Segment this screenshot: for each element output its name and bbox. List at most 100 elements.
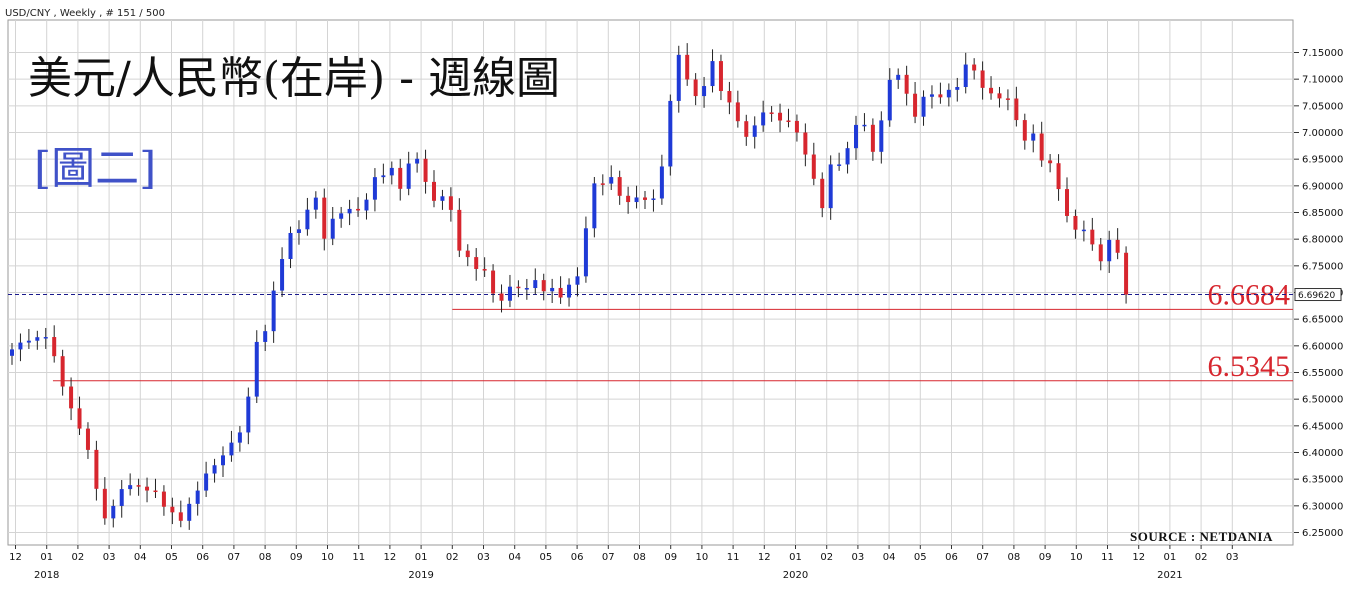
y-tick-label: 6.90000 xyxy=(1302,181,1343,192)
candle-up xyxy=(609,177,614,184)
candle-up xyxy=(229,442,234,456)
candle-down xyxy=(491,270,496,294)
candle-down xyxy=(1098,244,1103,262)
candle-down xyxy=(1124,252,1129,295)
candle-down xyxy=(1048,160,1053,164)
x-tick-label: 01 xyxy=(789,552,802,563)
x-tick-label: 07 xyxy=(602,552,615,563)
candle-up xyxy=(187,503,192,521)
candle-up xyxy=(862,124,867,127)
candle-down xyxy=(685,54,690,80)
x-tick-label: 12 xyxy=(384,552,397,563)
candle-down xyxy=(735,102,740,122)
y-tick-label: 7.15000 xyxy=(1302,48,1343,59)
candle-up xyxy=(583,228,588,277)
y-axis: 6.25000 6.30000 6.35000 6.40000 6.45000 6.500… xyxy=(1294,48,1343,539)
candle-down xyxy=(600,183,605,185)
candle-up xyxy=(288,232,293,260)
candle-down xyxy=(1090,229,1095,245)
candle-down xyxy=(398,167,403,189)
x-tick-label: 04 xyxy=(883,552,896,563)
candle-down xyxy=(972,64,977,71)
candle-down xyxy=(356,208,361,211)
candle-up xyxy=(372,177,377,200)
candle-down xyxy=(1065,189,1069,216)
x-tick-label: 08 xyxy=(259,552,272,563)
candle-down xyxy=(820,178,825,209)
candle-down xyxy=(52,337,57,357)
candle-up xyxy=(828,164,833,209)
x-tick-label: 04 xyxy=(134,552,147,563)
candle-up xyxy=(305,209,310,230)
candle-down xyxy=(904,74,909,94)
y-tick-label: 6.65000 xyxy=(1302,315,1343,326)
candle-up xyxy=(381,175,386,178)
candle-up xyxy=(263,331,268,342)
candle-up xyxy=(128,485,133,490)
candle-up xyxy=(634,197,639,203)
candle-up xyxy=(921,96,926,117)
x-tick-label: 08 xyxy=(633,552,646,563)
candle-up xyxy=(879,120,884,152)
y-tick-label: 6.25000 xyxy=(1302,528,1343,539)
candle-down xyxy=(1056,163,1061,190)
candle-down xyxy=(693,79,698,97)
x-tick-label: 11 xyxy=(1101,552,1114,563)
candle-down xyxy=(811,154,816,179)
candle-up xyxy=(35,337,40,341)
x-tick-label: 12 xyxy=(758,552,771,563)
candle-up xyxy=(651,198,656,200)
candle-up xyxy=(347,208,352,214)
candle-down xyxy=(803,132,808,155)
plot-frame xyxy=(7,19,1294,546)
y-tick-label: 6.60000 xyxy=(1302,341,1343,352)
candle-up xyxy=(195,490,200,504)
x-tick-label: 02 xyxy=(72,552,85,563)
symbol-info: USD/CNY , Weekly , # 151 / 500 xyxy=(5,8,165,19)
x-tick-label: 01 xyxy=(415,552,428,563)
candle-up xyxy=(296,229,301,233)
candle-down xyxy=(516,286,521,289)
x-tick-label: 12 xyxy=(9,552,22,563)
candle-up xyxy=(415,158,420,164)
candle-up xyxy=(43,337,48,339)
candle-down xyxy=(102,488,107,519)
x-tick-label: 10 xyxy=(1070,552,1083,563)
candle-down xyxy=(1073,215,1078,230)
candle-down xyxy=(161,491,166,507)
candle-down xyxy=(727,91,732,103)
x-tick-label: 09 xyxy=(664,552,677,563)
year-label: 2019 xyxy=(408,570,433,581)
candle-up xyxy=(406,163,411,189)
candle-up xyxy=(668,100,673,167)
candle-up xyxy=(330,218,335,239)
candle-up xyxy=(592,183,597,229)
candle-up xyxy=(955,87,960,90)
candle-down xyxy=(85,428,90,450)
year-label: 2021 xyxy=(1157,570,1182,581)
x-tick-label: 06 xyxy=(945,552,958,563)
x-tick-label: 02 xyxy=(446,552,459,563)
grid xyxy=(7,19,1294,546)
chart-subtitle: [圖二] xyxy=(34,143,156,194)
x-tick-label: 03 xyxy=(852,552,865,563)
candle-down xyxy=(178,512,183,521)
x-tick-label: 06 xyxy=(571,552,584,563)
candle-down xyxy=(482,268,487,271)
x-tick-label: 03 xyxy=(477,552,490,563)
x-tick-label: 07 xyxy=(976,552,989,563)
y-tick-label: 7.00000 xyxy=(1302,128,1343,139)
candle-up xyxy=(896,74,901,80)
candle-down xyxy=(423,158,428,182)
x-tick-label: 04 xyxy=(508,552,521,563)
x-tick-label: 12 xyxy=(1132,552,1145,563)
y-tick-label: 6.45000 xyxy=(1302,421,1343,432)
candle-down xyxy=(997,93,1002,99)
candle-up xyxy=(339,213,344,219)
x-tick-label: 09 xyxy=(290,552,303,563)
candle-down xyxy=(617,177,622,196)
candles xyxy=(10,43,1129,530)
candle-down xyxy=(322,197,327,239)
chart-title: 美元/人民幣(在岸) - 週線圖 xyxy=(28,53,560,104)
